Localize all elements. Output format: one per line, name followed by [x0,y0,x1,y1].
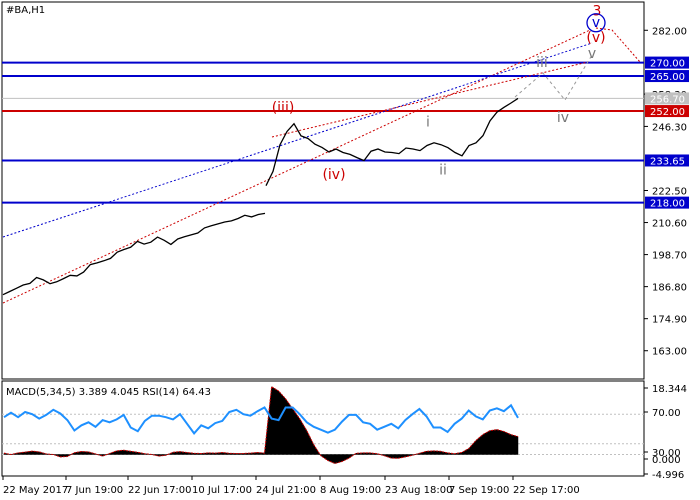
level-label: 218.00 [650,199,685,210]
price-tick-label: 163.00 [652,347,687,358]
time-tick-label: 22 May 2017 [3,485,68,496]
indicator-tick-label: 18.344 [652,384,687,395]
projection-grey [514,54,593,101]
main-chart-frame [1,1,645,380]
horizontal-levels: 256.70 270.00 265.00 252.00 233.65 218.00 [2,56,689,210]
time-tick-label: 22 Jun 17:00 [128,485,192,496]
level-label: 265.00 [650,72,685,83]
price-tick-label: 186.80 [652,283,687,294]
channel-mid-line [2,42,593,238]
price-tick-label: 210.60 [652,219,687,230]
wave-label: v [588,46,596,62]
price-line-segment-2 [265,97,519,186]
wave-label: i [426,114,430,130]
rsi-line [3,403,519,435]
time-tick-label: 22 Sep 17:00 [513,485,580,496]
level-tag [645,154,689,167]
wave-label: 3 [593,3,602,19]
time-tick-label: 23 Aug 18:00 [385,485,452,496]
price-tick-label: 174.90 [652,315,687,326]
indicator-tick-label: 70.00 [652,408,681,419]
current-price-label: 256.70 [650,94,685,105]
time-tick-label: 8 Aug 19:00 [320,485,381,496]
indicator-tick-label: 30.00 [652,448,681,459]
indicator-frame [1,380,645,477]
indicator-axis: 18.344 70.00 30.000.000 -4.996 [644,384,687,481]
level-tag [645,56,689,69]
level-label: 252.00 [650,107,685,118]
time-tick-label: 10 Jul 17:00 [192,485,252,496]
wave-label: iv [557,110,569,126]
wave-label: iii [536,55,548,71]
price-tick-label: 222.50 [652,187,687,198]
price-tick-label: 198.70 [652,251,687,262]
wave-label: (v) [586,30,605,46]
wave-circle [586,13,606,33]
wave-label: (iii) [272,100,295,116]
wave-label: ii [439,163,447,179]
wave-label: (iv) [322,167,345,183]
price-line-segment-1 [2,212,266,296]
symbol-title: #BA,H1 [6,5,45,16]
macd-signal-line [3,385,519,465]
price-tick-label: 246.30 [652,122,687,133]
indicator-plot [2,385,644,465]
level-label: 233.65 [650,156,685,167]
indicator-tick-label: 0.000 [652,455,681,466]
level-label: 270.00 [650,59,685,70]
time-tick-label: 7 Jun 19:00 [66,485,123,496]
price-series [2,97,519,296]
price-tick-label: 282.00 [652,26,687,37]
time-tick-label: 24 Jul 21:00 [256,485,316,496]
projection-red [595,27,641,63]
wave-label: v [592,15,600,31]
level-tag [645,105,689,118]
current-price-tag [645,92,689,105]
time-tick-label: 7 Sep 19:00 [449,485,509,496]
level-tag [645,196,689,209]
trend-lines [2,27,641,304]
indicator-title: MACD(5,34,5) 3.389 4.045 RSI(14) 64.43 [6,387,211,398]
indicator-tick-label: -4.996 [652,470,684,481]
level-tag [645,70,689,83]
